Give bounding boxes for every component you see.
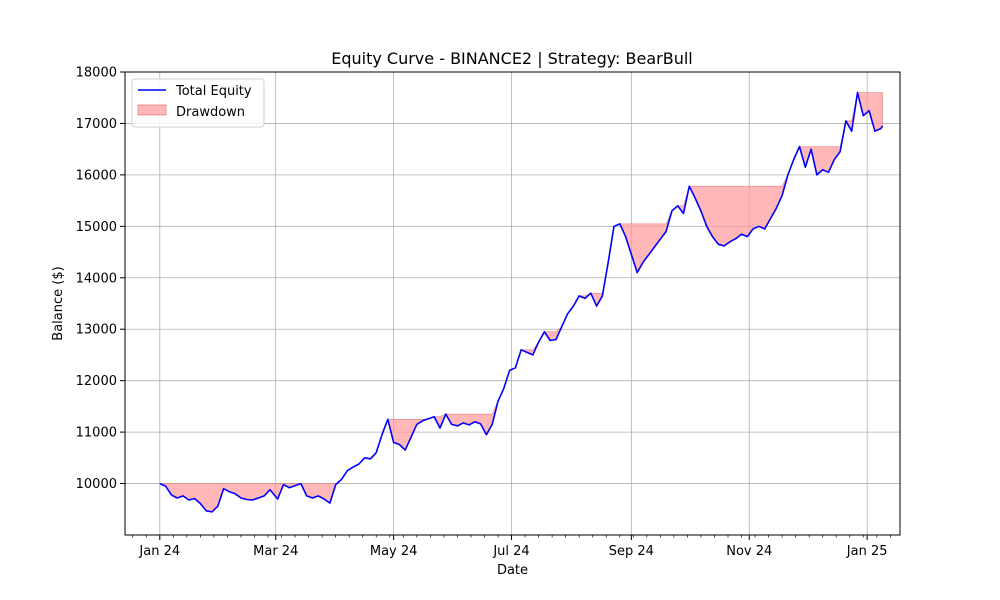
y-tick-label: 14000: [76, 271, 117, 286]
legend-swatch-drawdown: [137, 104, 167, 116]
y-tick-label: 10000: [76, 477, 117, 492]
legend: Total Equity Drawdown: [131, 78, 265, 128]
x-tick-label: Sep 24: [609, 544, 654, 559]
y-tick-label: 13000: [76, 323, 117, 338]
x-tick-label: Jan 24: [138, 544, 180, 559]
legend-label-drawdown: Drawdown: [176, 105, 245, 120]
y-tick-label: 11000: [76, 426, 117, 441]
x-tick-label: Mar 24: [253, 544, 298, 559]
y-tick-label: 17000: [76, 117, 117, 132]
plot-area: [159, 91, 884, 513]
y-tick-label: 12000: [76, 374, 117, 389]
axes-frame: [124, 71, 901, 536]
y-tick-label: 16000: [76, 168, 117, 183]
x-axis-label: Date: [497, 563, 528, 578]
equity-line: [159, 91, 884, 513]
x-tick-label: Jan 25: [846, 544, 888, 559]
grid: [125, 71, 900, 535]
x-tick-label: May 24: [370, 544, 418, 559]
x-axis-ticks: Jan 24 Mar 24 May 24 Jul 24 Sep 24 Nov 24 Jan …: [132, 535, 891, 559]
legend-label-equity: Total Equity: [175, 84, 252, 99]
y-axis-ticks: 10000 11000 12000 13000 14000 15000 16000 17000…: [76, 66, 125, 492]
chart-title: Equity Curve - BINANCE2 | Strategy: Bear…: [331, 49, 693, 68]
x-tick-label: Nov 24: [726, 544, 772, 559]
y-axis-label: Balance ($): [51, 266, 66, 340]
y-tick-label: 18000: [76, 66, 117, 81]
drawdown-area: [159, 92, 883, 513]
x-tick-label: Jul 24: [492, 544, 529, 559]
y-tick-label: 15000: [76, 220, 117, 235]
